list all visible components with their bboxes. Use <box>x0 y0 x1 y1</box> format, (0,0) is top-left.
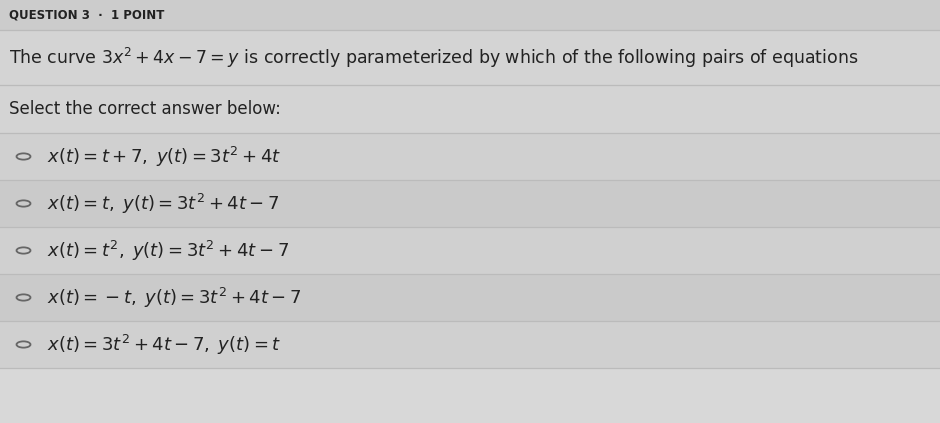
Bar <box>0 85 940 133</box>
Bar <box>0 30 940 85</box>
Text: Select the correct answer below:: Select the correct answer below: <box>9 100 281 118</box>
Bar <box>0 227 940 274</box>
Bar <box>0 274 940 321</box>
Text: The curve $3x^2 + 4x - 7 = y$ is correctly parameterized by which of the followi: The curve $3x^2 + 4x - 7 = y$ is correct… <box>9 45 859 69</box>
Bar <box>0 133 940 180</box>
Text: $x(t) = -t,\; y(t) = 3t^2 + 4t - 7$: $x(t) = -t,\; y(t) = 3t^2 + 4t - 7$ <box>47 286 302 310</box>
Bar <box>0 180 940 227</box>
Text: QUESTION 3  ·  1 POINT: QUESTION 3 · 1 POINT <box>9 8 164 22</box>
Text: $x(t) = t + 7,\; y(t) = 3t^2 + 4t$: $x(t) = t + 7,\; y(t) = 3t^2 + 4t$ <box>47 144 281 168</box>
Bar <box>0 321 940 368</box>
Text: $x(t) = t,\; y(t) = 3t^2 + 4t - 7$: $x(t) = t,\; y(t) = 3t^2 + 4t - 7$ <box>47 192 279 216</box>
Text: $x(t) = 3t^2 + 4t - 7,\; y(t) = t$: $x(t) = 3t^2 + 4t - 7,\; y(t) = t$ <box>47 332 281 357</box>
Text: $x(t) = t^2,\; y(t) = 3t^2 + 4t - 7$: $x(t) = t^2,\; y(t) = 3t^2 + 4t - 7$ <box>47 239 289 263</box>
Bar <box>0 0 940 30</box>
